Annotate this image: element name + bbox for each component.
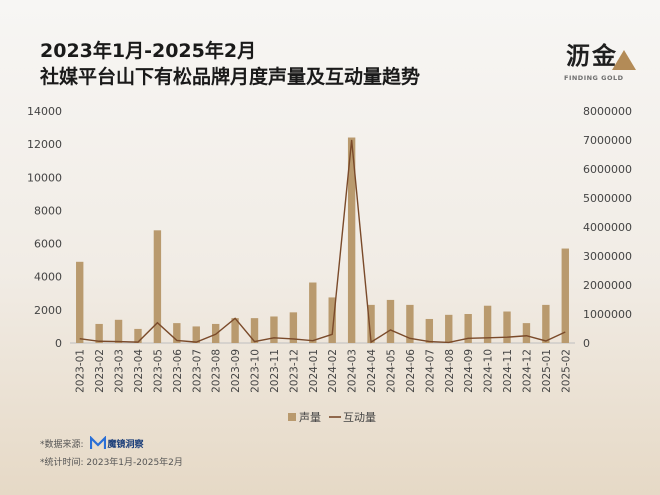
logo-triangle-icon xyxy=(612,50,636,70)
bar xyxy=(95,323,103,343)
x-tick-label: 2024-10 xyxy=(483,349,495,393)
mojing-logo-icon xyxy=(89,436,106,449)
x-tick-label: 2023-01 xyxy=(75,349,87,393)
legend-line-label: 互动量 xyxy=(343,411,376,424)
x-tick-label: 2024-08 xyxy=(444,349,456,393)
bar xyxy=(406,304,414,343)
x-tick-label: 2025-02 xyxy=(560,349,572,393)
source-badge: 魔镜洞察 xyxy=(89,436,144,450)
x-tick-label: 2023-03 xyxy=(114,349,126,393)
bar xyxy=(270,316,278,343)
y-left-tick-label: 4000 xyxy=(34,271,62,284)
y-right-tick-label: 4000000 xyxy=(583,221,632,234)
y-right-tick-label: 1000000 xyxy=(583,308,632,321)
y-left-tick-label: 12000 xyxy=(27,138,62,151)
y-right-tick-label: 3000000 xyxy=(583,250,632,263)
y-right-tick-label: 6000000 xyxy=(583,163,632,176)
bar xyxy=(522,323,531,343)
bar xyxy=(483,305,492,343)
x-tick-label: 2023-12 xyxy=(288,349,300,393)
x-tick-label: 2024-04 xyxy=(366,349,378,393)
x-tick-label: 2023-08 xyxy=(211,349,223,393)
x-tick-label: 2023-10 xyxy=(250,349,262,393)
bar xyxy=(367,304,375,343)
chart-title-line2: 社媒平台山下有松品牌月度声量及互动量趋势 xyxy=(40,66,421,88)
bar xyxy=(114,319,123,343)
bar xyxy=(192,326,200,343)
x-tick-label: 2023-06 xyxy=(172,349,184,393)
bar xyxy=(542,304,550,343)
bar xyxy=(445,314,453,343)
x-tick-label: 2023-11 xyxy=(269,349,281,393)
bar xyxy=(503,311,511,343)
brand-logo: 沥金 FINDING GOLD xyxy=(558,36,638,88)
bar xyxy=(250,318,259,343)
bar xyxy=(173,323,181,343)
y-left-tick-label: 6000 xyxy=(34,238,62,251)
source-label: *数据来源: xyxy=(40,439,84,450)
logo-subtitle: FINDING GOLD xyxy=(564,74,624,82)
bar xyxy=(464,314,472,343)
bar xyxy=(386,299,395,343)
x-tick-label: 2024-06 xyxy=(405,349,417,393)
x-tick-label: 2023-02 xyxy=(94,349,106,393)
y-left-tick-label: 14000 xyxy=(27,105,62,118)
y-right-tick-label: 7000000 xyxy=(583,134,632,147)
x-tick-label: 2024-09 xyxy=(463,349,475,393)
chart-title-line1: 2023年1月-2025年2月 xyxy=(40,40,257,62)
y-left-tick-label: 10000 xyxy=(27,171,62,184)
bar xyxy=(134,328,142,343)
bar xyxy=(76,261,84,343)
y-left-tick-label: 2000 xyxy=(34,304,62,317)
x-tick-label: 2024-03 xyxy=(347,349,359,393)
source-name: 魔镜洞察 xyxy=(107,439,144,450)
x-tick-label: 2024-05 xyxy=(385,349,397,393)
series-line-interaction xyxy=(79,139,566,344)
bar xyxy=(561,248,569,343)
footer-source: *数据来源: 魔镜洞察 xyxy=(40,436,144,450)
x-tick-label: 2024-11 xyxy=(502,349,514,393)
x-tick-label: 2023-07 xyxy=(191,349,203,393)
y-right-tick-label: 2000000 xyxy=(583,279,632,292)
bar xyxy=(289,312,298,343)
x-tick-label: 2024-02 xyxy=(327,349,339,393)
legend-bar-label: 声量 xyxy=(299,410,321,424)
x-tick-label: 2023-09 xyxy=(230,349,242,393)
x-tick-label: 2024-07 xyxy=(424,349,436,393)
x-tick-label: 2023-05 xyxy=(152,349,164,393)
x-tick-label: 2024-01 xyxy=(308,349,320,393)
bar xyxy=(231,318,239,343)
bar xyxy=(425,318,434,343)
y-left-tick-label: 8000 xyxy=(34,204,62,217)
bar xyxy=(309,282,317,343)
y-right-tick-label: 5000000 xyxy=(583,192,632,205)
y-right-tick-label: 0 xyxy=(583,337,590,350)
y-right-tick-label: 8000000 xyxy=(583,105,632,118)
legend-bar-swatch xyxy=(288,413,296,421)
bar xyxy=(153,230,162,343)
x-tick-label: 2024-12 xyxy=(521,349,533,393)
x-tick-label: 2025-01 xyxy=(541,349,553,393)
y-left-tick-label: 0 xyxy=(55,337,62,350)
footer-period: *统计时间: 2023年1月-2025年2月 xyxy=(40,458,183,468)
x-tick-label: 2023-04 xyxy=(133,349,145,393)
logo-name: 沥金 xyxy=(566,42,618,70)
bar xyxy=(328,297,336,343)
bar xyxy=(347,137,356,343)
